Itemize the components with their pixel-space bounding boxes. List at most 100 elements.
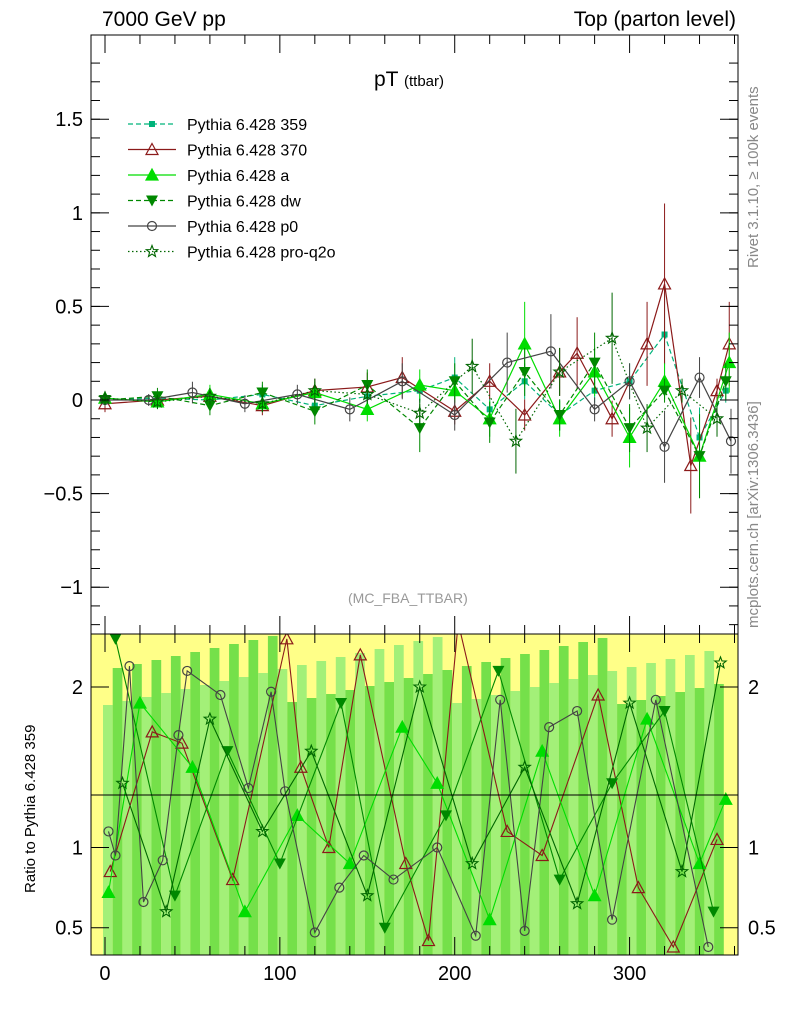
ratio-uncertainty-band: [335, 657, 346, 955]
ratio-uncertainty-band: [694, 688, 705, 955]
ratio-point: [430, 776, 445, 789]
ratio-series-line-2: [114, 638, 715, 930]
legend-marker: [146, 195, 158, 207]
ratio-uncertainty-band: [103, 705, 113, 955]
main-y-tick-label: −0.5: [44, 484, 83, 506]
data-point: [657, 276, 672, 290]
x-tick-label: 300: [613, 963, 646, 985]
ratio-point: [334, 882, 345, 893]
ratio-point: [658, 706, 671, 718]
chart-title: pT (ttbar): [374, 68, 444, 92]
ratio-point: [622, 695, 637, 710]
legend-label: Pythia 6.428 p0: [187, 219, 298, 236]
ratio-point: [202, 711, 218, 726]
ratio-point: [544, 721, 555, 733]
data-point: [203, 400, 216, 412]
x-tick-label: 200: [438, 963, 471, 985]
data-point: [360, 402, 375, 415]
data-point: [659, 441, 670, 452]
ratio-uncertainty-band: [413, 641, 424, 955]
chart-title-main: pT: [374, 68, 399, 91]
main-y-tick-label: 1.5: [55, 109, 83, 131]
ratio-uncertainty-band: [646, 663, 656, 955]
ratio-series-line-3: [107, 666, 709, 948]
ratio-point: [109, 634, 122, 645]
ratio-uncertainty-band: [161, 693, 171, 955]
ratio-point: [482, 912, 497, 926]
analysis-label: (MC_FBA_TTBAR): [348, 590, 468, 606]
ratio-uncertainty-band: [151, 660, 162, 955]
data-point: [482, 374, 497, 387]
data-point: [683, 458, 698, 472]
data-point: [202, 388, 218, 403]
ratio-uncertainty-band: [617, 704, 627, 955]
ratio-point: [707, 906, 720, 918]
ratio-point: [519, 925, 530, 937]
ratio-point: [115, 775, 130, 790]
main-y-tick-label: 0: [72, 390, 83, 412]
ratio-point: [517, 759, 532, 774]
series-line-3: [104, 361, 727, 458]
data-point: [725, 436, 737, 447]
x-tick-label: 100: [263, 963, 296, 985]
ratio-point: [110, 850, 121, 861]
ratio-uncertainty-band: [248, 640, 259, 955]
ratio-point: [353, 647, 368, 661]
data-point: [97, 390, 113, 405]
ratio-uncertainty-band: [520, 654, 530, 955]
ratio-point: [335, 698, 348, 710]
ratio-ylabel: Ratio to Pythia 6.428 359: [22, 724, 39, 893]
ratio-uncertainty-band: [481, 662, 491, 955]
ratio-point: [432, 842, 443, 853]
axes-ticks: −1 −0.5 0 0.5 1 1.5 0.5 0.5 1 1 2 2 0 100 200 300: [44, 35, 776, 985]
ratio-point: [535, 743, 550, 757]
ratio-point: [304, 743, 319, 758]
ratio-uncertainty-band: [704, 651, 715, 955]
ratio-uncertainty-band: [374, 649, 385, 955]
legend: Pythia 6.428 359 Pythia 6.428 370 Pythia 6…: [128, 117, 336, 262]
data-point: [517, 336, 532, 350]
ratio-uncertainty-band: [229, 644, 239, 955]
data-point: [187, 387, 198, 398]
ratio-uncertainty-band: [297, 665, 307, 955]
ratio-frame: [90, 633, 739, 956]
ratio-series-line-4: [121, 662, 722, 914]
ratio-point: [388, 874, 399, 885]
ratio-uncertainty-band: [491, 695, 501, 955]
data-point: [639, 420, 655, 435]
ratio-point: [591, 687, 606, 701]
ratio-point: [713, 655, 728, 669]
ratio-uncertainty-band: [578, 642, 588, 955]
ratio-uncertainty-band: [403, 678, 414, 955]
ratio-uncertainty-band: [452, 703, 462, 955]
ratio-uncertainty-band: [355, 653, 365, 955]
data-point: [483, 417, 496, 429]
ratio-point: [360, 888, 375, 902]
ratio-point: [439, 810, 452, 822]
data-point: [292, 389, 303, 400]
ratio-uncertainty-band: [665, 659, 676, 955]
legend-label: Pythia 6.428 pro-q2o: [187, 245, 336, 262]
ratio-point: [378, 922, 391, 934]
ratio-point: [495, 694, 506, 705]
data-point: [239, 398, 250, 409]
data-point: [570, 345, 585, 359]
ratio-y-tick-label: 0.5: [55, 918, 83, 940]
ratio-point: [470, 930, 481, 941]
ratio-point: [225, 872, 240, 886]
rivet-version-label: Rivet 3.1.10, ≥ 100k events: [745, 86, 762, 268]
data-point: [604, 330, 620, 345]
ratio-point: [569, 895, 585, 910]
ratio-uncertainty-band: [471, 699, 482, 955]
ratio-uncertainty-band: [141, 697, 152, 955]
data-point: [397, 376, 408, 387]
ratio-uncertainty-band: [510, 691, 521, 955]
ratio-point: [168, 890, 181, 902]
data-point: [449, 409, 460, 421]
ratio-uncertainty-band: [588, 675, 598, 955]
data-point: [640, 336, 655, 350]
data-point: [150, 394, 165, 408]
data-point: [308, 406, 321, 418]
data-point: [588, 357, 601, 369]
